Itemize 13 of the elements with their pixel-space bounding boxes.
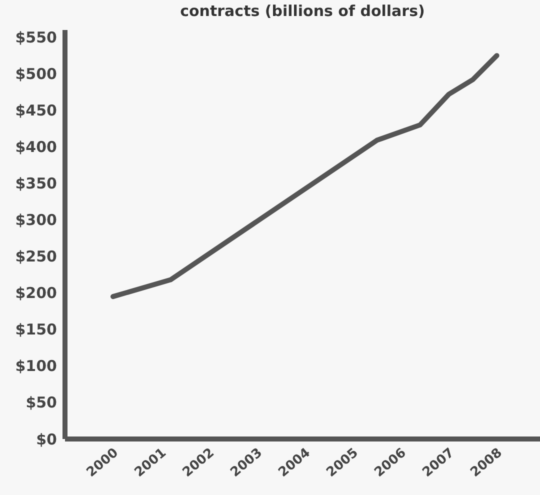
y-tick-label: $100 <box>15 357 57 376</box>
y-tick-label: $450 <box>15 102 57 120</box>
y-tick-label: $150 <box>15 320 57 339</box>
y-tick-label: $50 <box>26 394 57 412</box>
y-tick-label: $0 <box>36 430 57 448</box>
y-tick-label: $200 <box>15 284 57 302</box>
chart-title: contracts (billions of dollars) <box>180 2 425 20</box>
y-tick-label: $550 <box>15 28 57 47</box>
y-tick-label: $350 <box>15 174 57 193</box>
y-tick-label: $300 <box>15 211 57 230</box>
y-tick-label: $500 <box>15 65 57 84</box>
y-tick-label: $400 <box>15 138 57 156</box>
y-tick-label: $250 <box>15 248 57 266</box>
